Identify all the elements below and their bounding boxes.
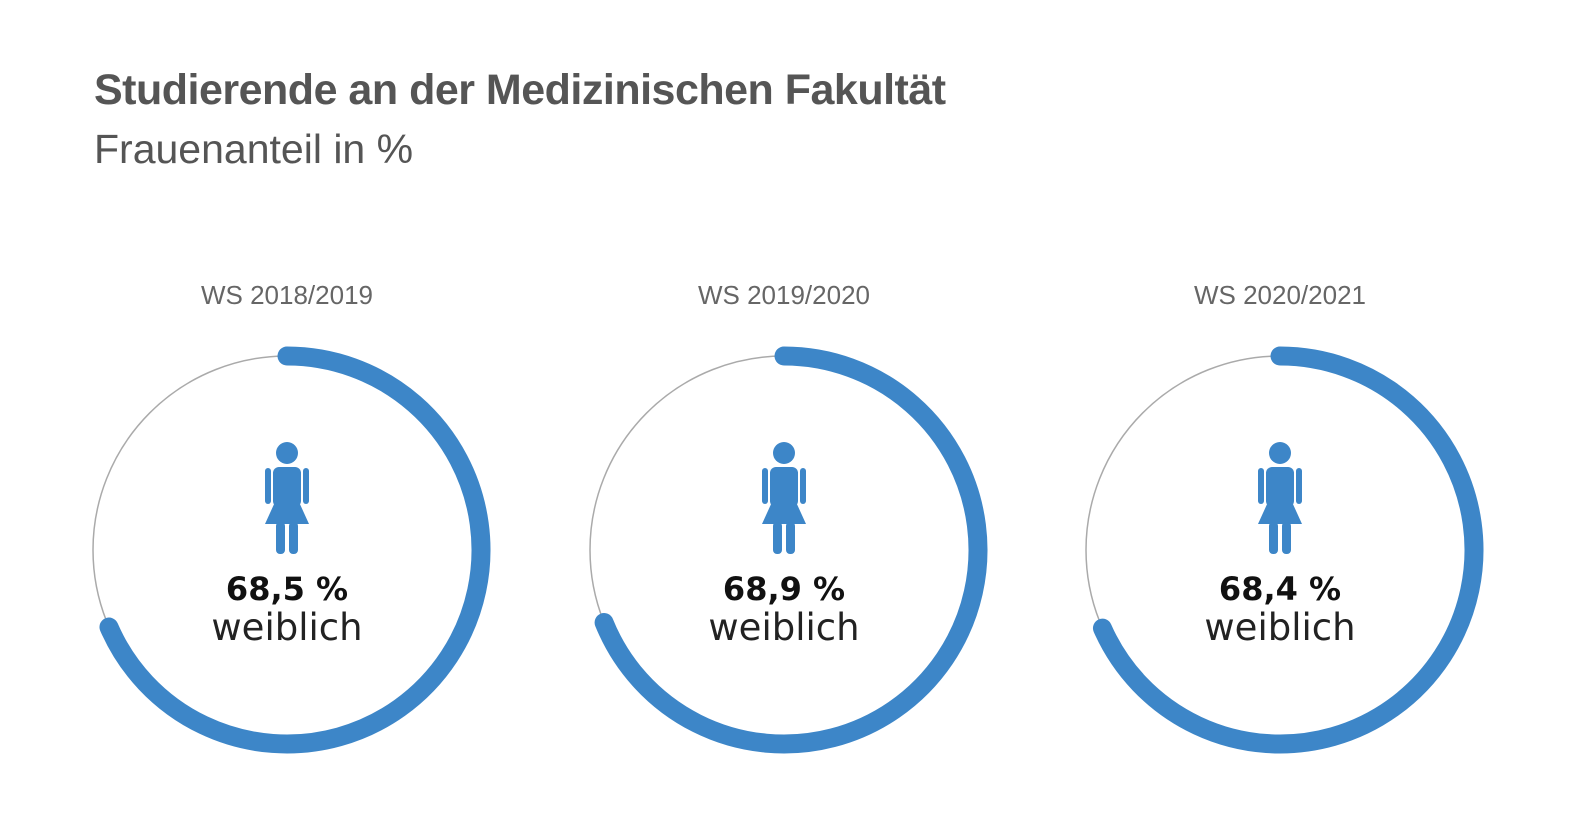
donut-panel-2019-2020: WS 2019/2020 68,9 % weiblich (589, 280, 1009, 760)
donut-ring (589, 346, 988, 754)
value-arc (99, 346, 491, 754)
panel-label: WS 2018/2019 (200, 280, 373, 310)
chart-subtitle: Frauenanteil in % (94, 126, 414, 172)
donut-ring (1085, 346, 1484, 754)
donut-ring (92, 346, 491, 754)
panel-label: WS 2020/2021 (1193, 280, 1366, 310)
percentage-caption: weiblich (1204, 606, 1356, 649)
percentage-value: 68,5 % (225, 570, 349, 608)
chart-title: Studierende an der Medizinischen Fakultä… (94, 66, 946, 114)
panel-label: WS 2019/2020 (697, 280, 870, 310)
percentage-caption: weiblich (708, 606, 860, 649)
female-person-icon (265, 442, 309, 554)
percentage-value: 68,9 % (722, 570, 846, 608)
value-arc (594, 346, 988, 754)
donut-panel-2018-2019: WS 2018/2019 68,5 % weiblich (92, 280, 512, 760)
female-person-icon (1258, 442, 1302, 554)
donut-panel-2020-2021: WS 2020/2021 68,4 % weiblich (1085, 280, 1505, 760)
percentage-caption: weiblich (211, 606, 363, 649)
female-person-icon (762, 442, 806, 554)
percentage-value: 68,4 % (1218, 570, 1342, 608)
value-arc (1092, 346, 1484, 754)
